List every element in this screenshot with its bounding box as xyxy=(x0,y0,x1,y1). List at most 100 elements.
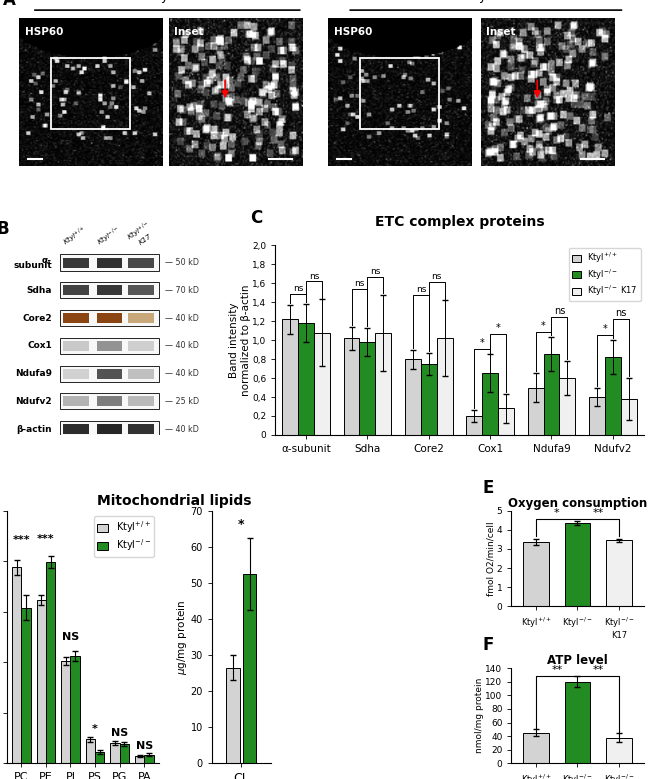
Bar xyxy=(60,421,159,437)
Bar xyxy=(97,397,122,407)
Bar xyxy=(60,282,159,298)
Text: NS: NS xyxy=(111,728,128,738)
Bar xyxy=(298,323,314,435)
Title: ATP level: ATP level xyxy=(547,654,608,667)
Text: ***: *** xyxy=(12,534,30,545)
Bar xyxy=(421,364,437,435)
Bar xyxy=(61,661,70,763)
Text: — 70 kD: — 70 kD xyxy=(165,286,199,294)
Title: ETC complex proteins: ETC complex proteins xyxy=(374,215,544,229)
Text: *: * xyxy=(603,323,607,333)
Text: Ktyl$^{+/-}$
K17: Ktyl$^{+/-}$ K17 xyxy=(125,218,158,249)
Bar xyxy=(46,562,55,763)
Bar xyxy=(135,756,144,763)
Title: Oxygen consumption: Oxygen consumption xyxy=(508,497,647,509)
Bar xyxy=(129,258,154,267)
Text: — 40 kD: — 40 kD xyxy=(165,314,199,323)
Text: Ktyl$^{+/+}$: Ktyl$^{+/+}$ xyxy=(147,0,191,7)
Text: NS: NS xyxy=(136,741,153,751)
Bar xyxy=(543,354,560,435)
Text: — 40 kD: — 40 kD xyxy=(165,341,199,351)
Text: ***: *** xyxy=(37,534,55,544)
Text: **: ** xyxy=(551,664,562,675)
Text: *: * xyxy=(496,323,500,333)
Bar xyxy=(523,542,549,606)
Text: C: C xyxy=(250,209,262,227)
Text: *: * xyxy=(541,321,546,331)
Bar xyxy=(120,744,129,763)
Text: Ktyl$^{+/+}$: Ktyl$^{+/+}$ xyxy=(62,224,90,249)
Text: — 40 kD: — 40 kD xyxy=(165,369,199,378)
Text: subunit: subunit xyxy=(14,261,52,270)
Bar xyxy=(63,285,89,295)
Text: E: E xyxy=(482,478,494,496)
Bar xyxy=(63,368,89,379)
Text: *: * xyxy=(554,508,560,517)
Bar xyxy=(63,397,89,407)
Title: Mitochondrial lipids: Mitochondrial lipids xyxy=(97,495,252,509)
Text: Sdha: Sdha xyxy=(27,286,52,294)
Bar xyxy=(111,743,120,763)
Text: Ndufa9: Ndufa9 xyxy=(15,369,52,378)
Bar xyxy=(97,313,122,323)
Text: A: A xyxy=(3,0,16,9)
Bar xyxy=(344,338,359,435)
Bar xyxy=(144,755,153,763)
Bar xyxy=(565,523,590,606)
Text: B: B xyxy=(0,220,9,238)
Bar xyxy=(129,341,154,351)
Bar xyxy=(528,388,543,435)
Bar xyxy=(606,541,632,606)
Text: — 40 kD: — 40 kD xyxy=(165,425,199,434)
Bar xyxy=(97,425,122,434)
Text: ns: ns xyxy=(309,272,319,280)
Y-axis label: Band intensity
normalized to β-actin: Band intensity normalized to β-actin xyxy=(229,284,251,396)
Bar xyxy=(282,319,298,435)
Text: — 25 kD: — 25 kD xyxy=(165,397,199,406)
Bar xyxy=(606,738,632,763)
Bar xyxy=(129,313,154,323)
Bar xyxy=(97,368,122,379)
Bar xyxy=(97,285,122,295)
Bar xyxy=(129,368,154,379)
Text: **: ** xyxy=(593,664,604,675)
Bar xyxy=(376,333,391,435)
Bar xyxy=(498,408,514,435)
Text: *: * xyxy=(92,724,98,734)
Bar xyxy=(129,285,154,295)
Text: NS: NS xyxy=(62,632,79,642)
Text: HSP60: HSP60 xyxy=(25,27,63,37)
Bar xyxy=(95,753,105,763)
Text: Ktyl$^{-/-}$: Ktyl$^{-/-}$ xyxy=(465,0,510,7)
Bar xyxy=(359,342,376,435)
Text: ns: ns xyxy=(432,273,442,281)
Bar xyxy=(60,393,159,410)
Bar xyxy=(60,310,159,326)
Bar xyxy=(63,341,89,351)
Text: *: * xyxy=(480,338,484,347)
Bar xyxy=(129,397,154,407)
Text: β-actin: β-actin xyxy=(16,425,52,434)
Text: *: * xyxy=(238,518,244,530)
Text: ns: ns xyxy=(615,308,627,319)
Bar xyxy=(36,601,46,763)
Y-axis label: nmol/mg protein: nmol/mg protein xyxy=(474,678,484,753)
Text: Inset: Inset xyxy=(174,27,204,37)
Bar xyxy=(12,567,21,763)
Bar xyxy=(314,333,330,435)
Bar xyxy=(86,739,95,763)
Bar xyxy=(405,359,421,435)
Bar xyxy=(482,373,498,435)
Legend: Ktyl$^{+/+}$, Ktyl$^{-/-}$: Ktyl$^{+/+}$, Ktyl$^{-/-}$ xyxy=(94,516,154,556)
Bar xyxy=(560,378,575,435)
Text: ns: ns xyxy=(354,279,365,288)
Text: ns: ns xyxy=(415,285,426,294)
Bar xyxy=(63,313,89,323)
Text: HSP60: HSP60 xyxy=(334,27,372,37)
Bar xyxy=(63,258,89,267)
Bar xyxy=(129,425,154,434)
Text: — 50 kD: — 50 kD xyxy=(165,258,199,267)
Bar xyxy=(243,574,256,763)
Bar xyxy=(589,397,605,435)
Text: ns: ns xyxy=(293,284,304,293)
